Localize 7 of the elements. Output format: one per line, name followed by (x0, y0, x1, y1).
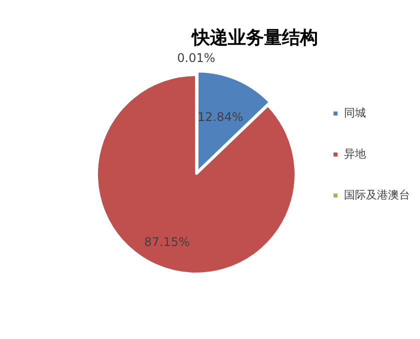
legend-label: 同城 (344, 106, 366, 120)
chart-title: 快递业务量结构 (191, 27, 318, 48)
legend-label: 国际及港澳台 (344, 188, 410, 202)
data-label: 0.01% (177, 51, 216, 66)
data-label: 12.84% (198, 110, 244, 124)
data-label: 87.15% (144, 234, 190, 249)
legend-label: 异地 (344, 147, 366, 160)
